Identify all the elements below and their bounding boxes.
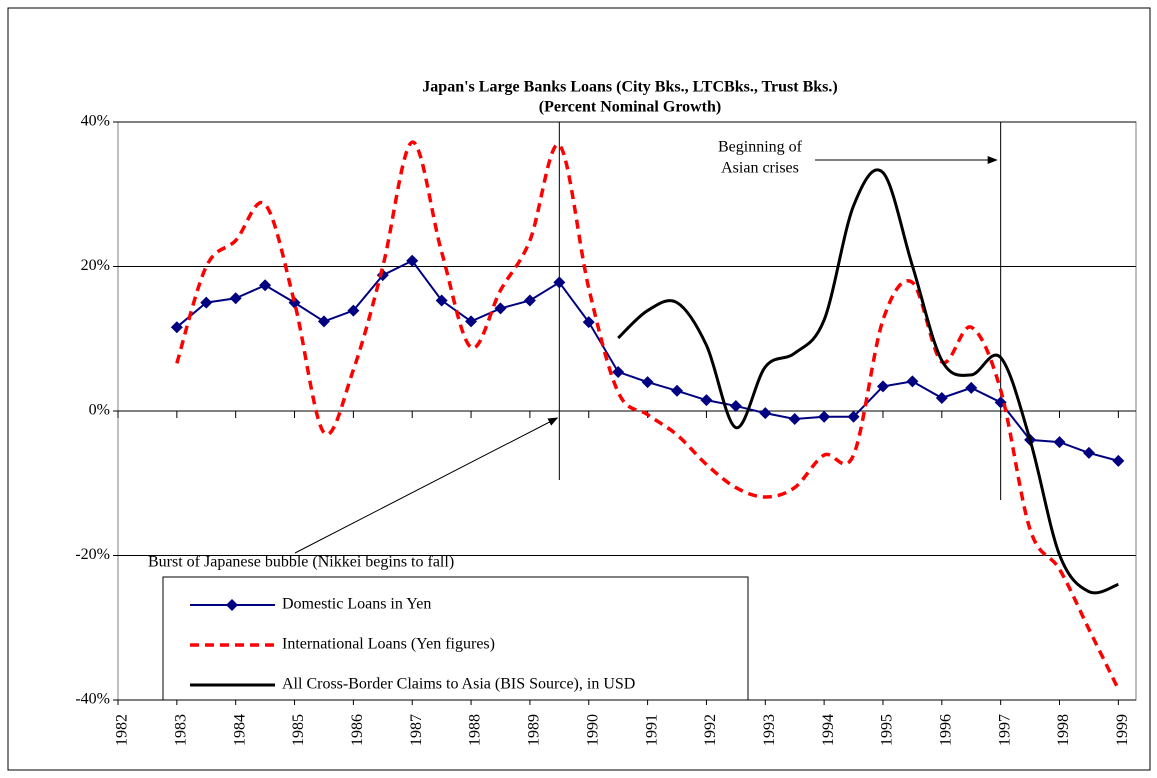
annotation-text: Beginning of [718,139,803,156]
y-tick-label: 0% [89,402,110,419]
chart-title: Japan's Large Banks Loans (City Bks., LT… [422,79,837,96]
legend-label: All Cross-Border Claims to Asia (BIS Sou… [282,676,635,693]
y-tick-label: -40% [75,691,110,708]
annotation-arrow [294,417,559,554]
x-tick-label: 1997 [996,714,1013,746]
data-point [1053,436,1066,449]
data-point [1112,454,1125,467]
series-line [175,140,1120,690]
data-point [200,296,213,309]
x-tick-label: 1996 [937,714,954,746]
data-point [729,399,742,412]
data-point [435,294,448,307]
data-point [876,380,889,393]
data-point [965,381,978,394]
data-point [494,302,507,315]
data-point [612,365,625,378]
x-tick-label: 1986 [349,714,366,746]
data-point [406,254,419,267]
data-point [317,315,330,328]
x-tick-label: 1985 [290,714,307,746]
data-point [582,316,595,329]
x-tick-label: 1991 [643,714,660,746]
y-tick-label: -20% [75,546,110,563]
x-tick-label: 1993 [761,714,778,746]
data-point [170,321,183,334]
data-point [906,375,919,388]
data-point [229,292,242,305]
x-tick-label: 1994 [820,714,837,746]
annotation-text: Burst of Japanese bubble (Nikkei begins … [148,554,454,571]
legend [162,576,749,701]
data-point [847,410,860,423]
legend-label: Domestic Loans in Yen [282,596,431,613]
x-tick-label: 1992 [702,714,719,746]
annotation-text: Asian crises [721,160,799,177]
x-tick-label: 1999 [1114,714,1131,746]
y-tick-label: 20% [81,257,110,274]
x-tick-label: 1987 [408,714,425,746]
data-point [700,394,713,407]
data-point [935,391,948,404]
x-tick-label: 1989 [526,714,543,746]
legend-marker [226,599,238,611]
series-line [617,168,1119,595]
data-point [818,410,831,423]
x-tick-label: 1988 [467,714,484,746]
data-point [1082,446,1095,459]
y-tick-label: 40% [81,113,110,130]
data-point [553,276,566,289]
data-point [788,412,801,425]
chart-subtitle: (Percent Nominal Growth) [539,99,721,116]
data-point [259,279,272,292]
data-point [465,315,478,328]
data-point [288,296,301,309]
x-tick-label: 1983 [173,714,190,746]
x-tick-label: 1995 [879,714,896,746]
data-point [641,376,654,389]
legend-label: International Loans (Yen figures) [282,636,495,653]
x-tick-label: 1982 [114,714,131,746]
data-point [671,384,684,397]
data-point [523,294,536,307]
x-tick-label: 1990 [584,714,601,746]
data-point [347,304,360,317]
data-point [759,407,772,420]
x-tick-label: 1998 [1055,714,1072,746]
x-tick-label: 1984 [231,714,248,746]
